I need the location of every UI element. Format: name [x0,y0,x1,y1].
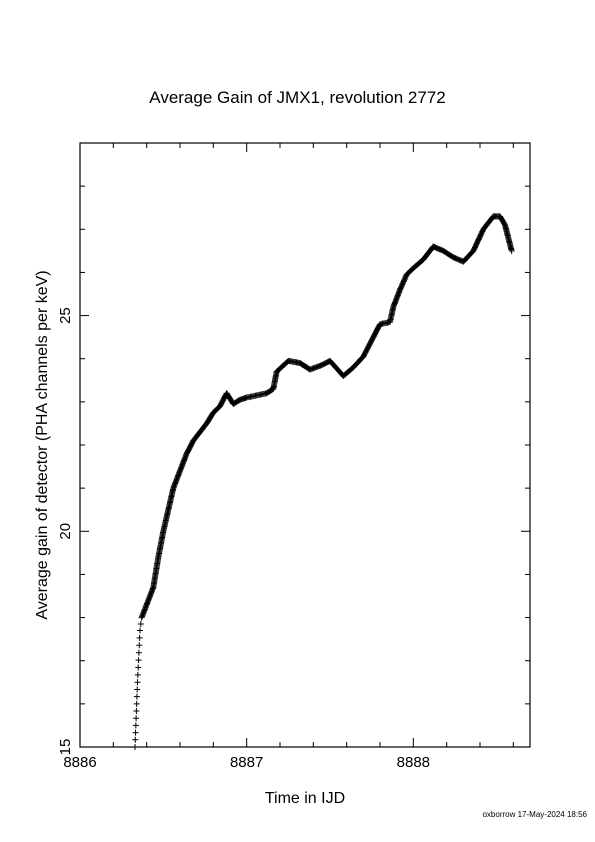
data-point [133,700,140,707]
data-point [134,686,141,693]
data-point [136,642,143,649]
data-point [133,693,140,700]
x-axis-label: Time in IJD [264,790,346,807]
data-point [136,634,143,641]
data-point [135,657,142,664]
x-tick-label: 8887 [230,754,263,771]
data-points [132,213,515,750]
data-point [133,708,140,715]
data-point [132,744,138,750]
data-point [133,715,140,722]
x-tick-label: 8886 [63,754,96,771]
x-tick-label: 8888 [397,754,430,771]
data-point [132,736,139,743]
data-point [134,679,141,686]
data-point [132,722,139,729]
y-axis-label: Average gain of detector (PHA channels p… [34,270,51,620]
data-point [135,664,142,671]
data-point [132,729,139,736]
data-point [137,627,143,634]
data-point [135,649,142,656]
data-point [508,247,515,254]
chart-title: Average Gain of JMX1, revolution 2772 [149,88,446,107]
data-point [137,621,144,628]
y-tick-label: 15 [57,739,74,756]
plot-frame [79,142,531,748]
tick-labels: 8886 8887 8888 15 20 25 [57,307,430,771]
y-tick-label: 25 [57,307,74,324]
y-tick-label: 20 [57,523,74,540]
axis-ticks [79,142,530,748]
data-point [134,671,141,678]
footer-stamp: oxborrow 17-May-2024 18:56 [482,810,587,819]
